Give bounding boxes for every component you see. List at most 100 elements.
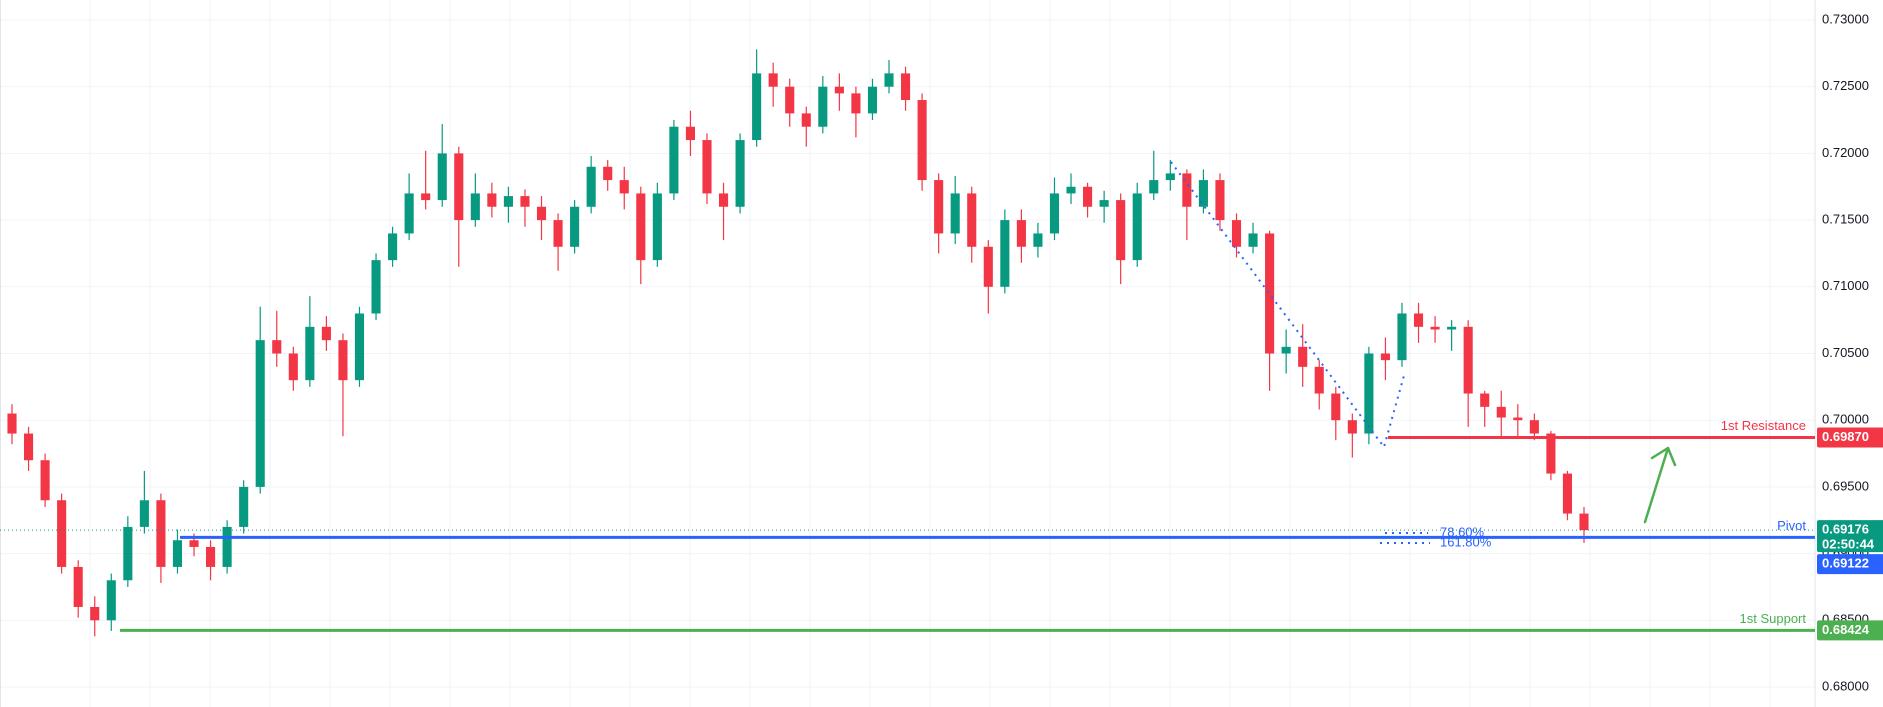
- last-price-tag: [1817, 520, 1883, 553]
- support-tag-text: 0.68424: [1822, 622, 1870, 637]
- candle-body: [636, 193, 646, 261]
- candle-body: [40, 460, 50, 501]
- candle-body: [139, 500, 149, 527]
- candle-body: [934, 180, 944, 234]
- candle-body: [156, 500, 166, 567]
- candle-body: [603, 166, 613, 181]
- candle-body: [172, 540, 183, 567]
- candle-body: [354, 313, 365, 381]
- candle-body: [189, 540, 199, 547]
- candle-body: [1016, 220, 1026, 247]
- candle-body: [1331, 393, 1341, 421]
- candle-body: [520, 196, 530, 207]
- candle-body: [1496, 406, 1506, 418]
- candle-body: [685, 126, 695, 141]
- candle-body: [106, 580, 116, 621]
- candle-body: [1083, 186, 1093, 207]
- resistance-tag-text: 0.69870: [1822, 429, 1869, 444]
- candle-body: [1430, 326, 1440, 330]
- candle-body: [1281, 346, 1291, 354]
- candle-body: [1513, 417, 1523, 421]
- fib-trend: [1170, 161, 1406, 450]
- candle-body: [272, 340, 282, 354]
- candle-body: [503, 196, 513, 207]
- fib-label: 78.60%: [1440, 524, 1485, 539]
- candle-body: [305, 326, 315, 381]
- candle-body: [288, 353, 298, 381]
- candle-body: [1347, 420, 1357, 434]
- candle-body: [487, 193, 497, 207]
- pivot-tag-text: 0.69122: [1822, 556, 1869, 571]
- candle-body: [371, 260, 381, 314]
- candle-body: [1413, 313, 1424, 327]
- candle-body: [1380, 353, 1390, 361]
- candle-body: [669, 126, 679, 194]
- candle-body: [768, 73, 778, 87]
- level-label: Pivot: [1777, 518, 1806, 533]
- candle-body: [1397, 313, 1407, 361]
- candle-body: [404, 193, 414, 234]
- y-tick-label: 0.69500: [1822, 478, 1869, 493]
- candle-body: [1215, 180, 1225, 221]
- last-price-tag-text: 0.69176: [1822, 522, 1869, 537]
- candle-body: [536, 206, 547, 221]
- candle-body: [702, 140, 712, 194]
- candle-body: [1000, 220, 1010, 287]
- candle-body: [1248, 233, 1258, 247]
- candle-body: [421, 193, 431, 201]
- candle-body: [851, 93, 861, 114]
- candle-body: [867, 86, 878, 114]
- candle-body: [239, 486, 249, 527]
- candle-body: [950, 193, 960, 234]
- candle-body: [785, 86, 795, 114]
- candle-body: [801, 113, 811, 127]
- candle-body: [1116, 200, 1126, 261]
- candle-body: [1298, 346, 1308, 367]
- pivot-tag: [1817, 554, 1883, 575]
- candle-body: [1132, 193, 1142, 261]
- y-tick-label: 0.71000: [1822, 278, 1869, 293]
- candle-body: [1529, 420, 1539, 434]
- candle-body: [901, 73, 911, 101]
- candle-body: [1314, 366, 1324, 394]
- candle-body: [7, 413, 17, 434]
- y-tick-label: 0.71500: [1822, 212, 1869, 227]
- candle-body: [1049, 193, 1060, 234]
- candle-body: [967, 193, 977, 247]
- candle-body: [57, 500, 67, 567]
- y-tick-label: 0.72500: [1822, 78, 1869, 93]
- candle-body: [586, 166, 596, 207]
- candle-body: [818, 86, 828, 127]
- candle-body: [1198, 180, 1208, 207]
- candle-body: [206, 546, 216, 567]
- candle-body: [570, 206, 580, 247]
- candle-body: [73, 566, 83, 607]
- candle-body: [1562, 473, 1573, 514]
- candle-body: [454, 153, 464, 221]
- candle-body: [388, 233, 398, 261]
- last-price-tag-text: 02:50:44: [1822, 537, 1875, 552]
- candle-body: [1182, 173, 1192, 207]
- candle-body: [23, 433, 34, 461]
- candle-body: [90, 606, 100, 621]
- candle-body: [470, 193, 480, 221]
- candle-body: [1546, 433, 1556, 474]
- candle-body: [884, 73, 894, 87]
- level-label: 1st Support: [1740, 611, 1807, 626]
- level-label: 1st Resistance: [1721, 418, 1806, 433]
- candle-body: [1149, 180, 1159, 194]
- candle-body: [338, 340, 348, 381]
- candle-body: [553, 220, 563, 247]
- candle-body: [1033, 233, 1043, 247]
- candle-body: [1463, 326, 1473, 394]
- candle-body: [1364, 353, 1374, 434]
- candle-body: [1480, 393, 1490, 407]
- candle-body: [1579, 513, 1589, 531]
- candle-body: [1066, 186, 1076, 194]
- y-tick-label: 0.68000: [1822, 678, 1869, 693]
- candle-body: [652, 193, 662, 261]
- candle-body: [123, 526, 133, 581]
- candle-body: [1165, 173, 1175, 181]
